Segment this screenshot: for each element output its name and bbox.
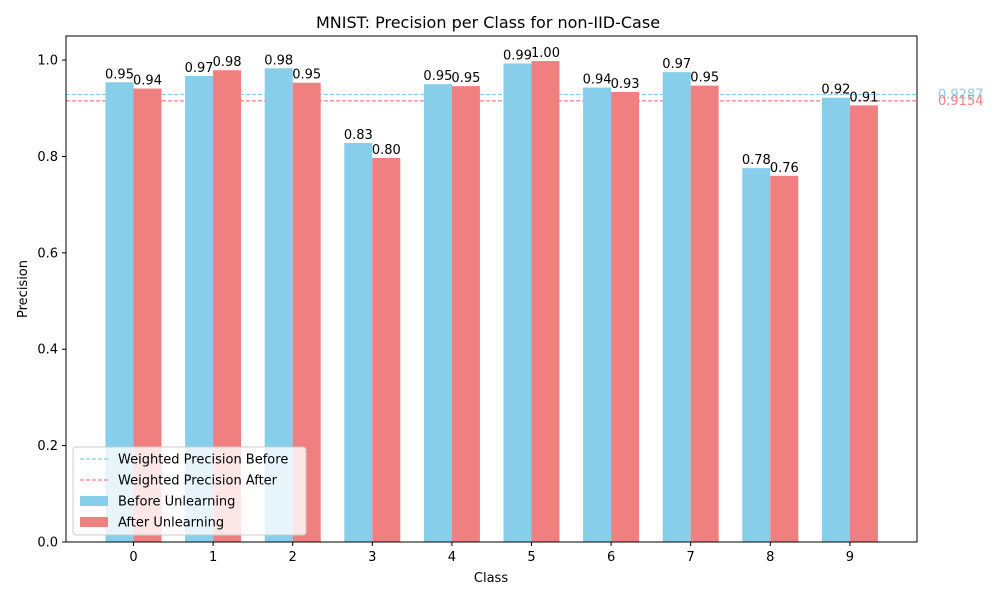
- bar-label-s0-c8: 0.78: [742, 153, 771, 168]
- bar-s0-c4: [423, 84, 452, 542]
- legend-label-0: Weighted Precision Before: [118, 453, 288, 468]
- x-tick-label-1: 1: [209, 550, 217, 565]
- ref-line-label-1: 0.9154: [938, 94, 984, 109]
- bar-s0-c6: [583, 87, 612, 542]
- bar-s1-c3: [372, 157, 401, 542]
- y-axis-label: Precision: [16, 260, 31, 318]
- bar-label-s0-c9: 0.92: [821, 83, 850, 98]
- bar-label-s0-c2: 0.98: [264, 53, 293, 68]
- bar-label-s0-c7: 0.97: [662, 57, 691, 72]
- y-tick-label-1: 0.2: [37, 439, 58, 454]
- plot-frame: [65, 35, 918, 543]
- x-tick-label-7: 7: [687, 550, 695, 565]
- x-tick-label-9: 9: [846, 550, 854, 565]
- bar-label-s1-c9: 0.91: [849, 90, 878, 105]
- bar-labels: 0.95 0.970.980.830.950.990.940.970.780.92…: [105, 46, 878, 176]
- bar-s1-c8: [770, 175, 799, 542]
- legend-swatch-3: [80, 517, 108, 527]
- bar-label-s0-c6: 0.94: [583, 73, 612, 88]
- bar-label-s1-c4: 0.95: [451, 71, 480, 86]
- x-tick-label-8: 8: [766, 550, 774, 565]
- bar-s0-c5: [503, 63, 532, 543]
- x-tick-label-3: 3: [368, 550, 376, 565]
- bar-label-s1-c8: 0.76: [770, 161, 799, 176]
- legend-label-1: Weighted Precision After: [118, 474, 278, 489]
- bar-label-s0-c4: 0.95: [423, 69, 452, 84]
- legend-label-2: Before Unlearning: [118, 495, 235, 510]
- bar-s1-c5: [531, 61, 560, 542]
- y-tick-label-5: 1.0: [37, 54, 58, 69]
- x-tick-label-5: 5: [527, 550, 535, 565]
- bar-label-s1-c7: 0.95: [690, 71, 719, 86]
- bar-label-s0-c5: 0.99: [503, 48, 532, 63]
- bar-label-s1-c5: 1.00: [531, 46, 560, 61]
- bar-label-s0-c3: 0.83: [344, 128, 373, 143]
- x-tick-label-4: 4: [448, 550, 456, 565]
- y-tick-label-2: 0.4: [37, 343, 58, 358]
- legend: Weighted Precision Before Weighted Precis…: [72, 446, 307, 536]
- bar-label-s1-c0: 0.94: [133, 74, 162, 89]
- y-tick-label-3: 0.6: [37, 246, 58, 261]
- ref-line-label-0: 0.9287: [938, 87, 984, 102]
- x-tick-label-6: 6: [607, 550, 615, 565]
- legend-label-3: After Unlearning: [118, 516, 224, 531]
- bar-s0-c8: [742, 168, 771, 542]
- bar-s0-c3: [344, 142, 373, 543]
- chart-title: MNIST: Precision per Class for non-IID-C…: [316, 13, 660, 32]
- bar-s0-c9: [821, 97, 850, 542]
- bar-s0-c7: [662, 72, 691, 543]
- bar-s1-c4: [451, 86, 480, 542]
- bar-label-s1-c2: 0.95: [292, 68, 321, 83]
- y-tick-label-4: 0.8: [37, 150, 58, 165]
- bar-label-s1-c1: 0.98: [213, 55, 242, 70]
- bar-label-s1-c6: 0.93: [611, 77, 640, 92]
- y-axis: 0.0 0.2 0.4 0.6 0.8 1.0: [37, 54, 66, 551]
- x-axis-label: Class: [474, 571, 508, 586]
- x-tick-label-2: 2: [289, 550, 297, 565]
- x-axis: 0 1 2 3 4 5 6 7 8 9: [129, 542, 854, 565]
- legend-swatch-2: [80, 496, 108, 506]
- bar-s1-c9: [849, 105, 878, 542]
- bar-label-s1-c3: 0.80: [372, 143, 401, 158]
- bar-label-s0-c0: 0.95: [105, 67, 134, 82]
- legend-box: [72, 446, 307, 536]
- x-tick-label-0: 0: [129, 550, 137, 565]
- bar-s1-c7: [690, 85, 719, 542]
- bar-s1-c6: [611, 91, 640, 543]
- bar-label-s0-c1: 0.97: [185, 61, 214, 76]
- y-tick-label-0: 0.0: [37, 536, 58, 551]
